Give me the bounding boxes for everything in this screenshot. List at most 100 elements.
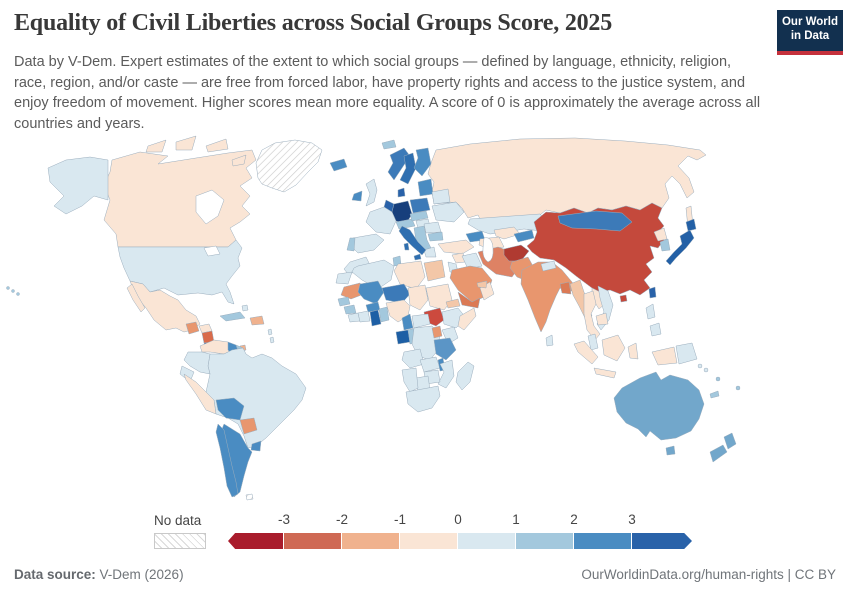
- country-czech-slovakia[interactable]: [409, 210, 429, 222]
- country-uae-qatar[interactable]: [476, 280, 488, 289]
- country-indonesia-sumatra[interactable]: [573, 340, 599, 365]
- country-hawaii[interactable]: [6, 286, 10, 290]
- country-paraguay[interactable]: [239, 417, 258, 435]
- country-mexico[interactable]: [129, 280, 201, 333]
- country-madagascar[interactable]: [455, 361, 475, 391]
- country-lesser-antilles[interactable]: [267, 328, 273, 336]
- country-baltics[interactable]: [417, 178, 434, 197]
- country-sicily[interactable]: [413, 253, 422, 261]
- legend-segment-2-3[interactable]: [574, 533, 631, 549]
- country-malaysia[interactable]: [587, 333, 599, 351]
- country-cambodia[interactable]: [595, 312, 609, 326]
- country-denmark[interactable]: [397, 187, 406, 198]
- country-india[interactable]: [520, 261, 577, 333]
- legend-segment-below-neg3[interactable]: [228, 533, 283, 549]
- country-sweden[interactable]: [399, 152, 417, 185]
- country-portugal[interactable]: [346, 237, 356, 252]
- country-mali[interactable]: [357, 280, 385, 305]
- country-south-korea[interactable]: [659, 238, 671, 252]
- country-romania[interactable]: [423, 221, 442, 234]
- country-yemen[interactable]: [457, 291, 481, 309]
- legend-segment-above-3[interactable]: [632, 533, 692, 549]
- country-cuba[interactable]: [219, 311, 246, 322]
- country-north-korea[interactable]: [653, 227, 668, 242]
- country-central-african-republic[interactable]: [411, 313, 431, 329]
- country-brazil[interactable]: [205, 347, 307, 449]
- country-canada-arctic[interactable]: [175, 135, 197, 151]
- country-sardinia[interactable]: [403, 242, 410, 251]
- country-france[interactable]: [365, 206, 397, 235]
- country-greece[interactable]: [423, 246, 437, 258]
- country-nepal[interactable]: [540, 260, 557, 272]
- country-senegal[interactable]: [337, 296, 351, 307]
- country-indonesia-papua[interactable]: [651, 346, 678, 366]
- country-taiwan[interactable]: [648, 286, 657, 299]
- country-alpine[interactable]: [395, 218, 416, 230]
- country-philippines-luzon[interactable]: [645, 303, 656, 320]
- country-uzbekistan[interactable]: [493, 226, 521, 240]
- country-lesser-antilles[interactable]: [269, 336, 275, 344]
- country-uruguay[interactable]: [250, 440, 262, 452]
- country-chile[interactable]: [215, 423, 239, 498]
- country-hainan[interactable]: [619, 294, 628, 303]
- country-tasmania[interactable]: [665, 445, 676, 456]
- country-bangladesh[interactable]: [559, 281, 572, 295]
- country-new-caledonia[interactable]: [709, 390, 720, 399]
- country-falklands[interactable]: [245, 493, 254, 501]
- legend-segment-neg1-0[interactable]: [400, 533, 457, 549]
- country-kyrgyzstan-tajikistan[interactable]: [513, 229, 535, 243]
- country-new-zealand-north[interactable]: [723, 432, 737, 450]
- country-peru[interactable]: [183, 373, 217, 415]
- country-hawaii[interactable]: [11, 289, 15, 293]
- country-turkey[interactable]: [437, 239, 475, 255]
- country-philippines-mindanao[interactable]: [649, 322, 662, 337]
- country-japan-hokkaido[interactable]: [685, 218, 697, 232]
- country-solomon-islands[interactable]: [703, 367, 709, 373]
- country-china[interactable]: [526, 202, 665, 296]
- legend-segment-0-1[interactable]: [458, 533, 515, 549]
- country-tanzania[interactable]: [433, 337, 457, 361]
- country-svalbard[interactable]: [381, 139, 397, 150]
- legend-segment-1-2[interactable]: [516, 533, 573, 549]
- country-hispaniola[interactable]: [249, 315, 265, 326]
- country-bahamas[interactable]: [241, 304, 249, 312]
- country-ivory-coast[interactable]: [357, 310, 371, 323]
- country-mozambique[interactable]: [437, 359, 455, 389]
- country-togo-benin[interactable]: [378, 306, 390, 323]
- country-niger[interactable]: [381, 283, 411, 304]
- country-chad[interactable]: [407, 284, 429, 311]
- country-colombia[interactable]: [183, 351, 211, 375]
- country-namibia[interactable]: [401, 367, 419, 393]
- country-fiji[interactable]: [735, 385, 741, 391]
- country-guatemala[interactable]: [185, 321, 200, 335]
- country-italy[interactable]: [398, 225, 427, 256]
- country-greenland[interactable]: [255, 139, 323, 193]
- country-sri-lanka[interactable]: [545, 334, 554, 347]
- country-iraq[interactable]: [461, 252, 483, 270]
- country-iceland[interactable]: [329, 158, 348, 172]
- country-bulgaria[interactable]: [427, 231, 444, 242]
- country-angola[interactable]: [401, 348, 425, 369]
- country-gabon[interactable]: [395, 329, 411, 345]
- country-poland[interactable]: [409, 197, 431, 214]
- country-spain[interactable]: [349, 233, 385, 254]
- country-indonesia-java[interactable]: [593, 367, 617, 379]
- country-thailand[interactable]: [583, 290, 601, 341]
- country-alaska[interactable]: [47, 156, 109, 215]
- country-canada-arctic[interactable]: [145, 139, 167, 153]
- country-australia[interactable]: [613, 371, 705, 441]
- legend-segment-neg2-neg1[interactable]: [342, 533, 399, 549]
- country-canada[interactable]: [103, 149, 257, 248]
- country-uganda[interactable]: [431, 325, 443, 339]
- country-japan[interactable]: [665, 229, 695, 266]
- country-guinea[interactable]: [343, 304, 357, 315]
- country-mongolia[interactable]: [557, 210, 633, 232]
- country-uk[interactable]: [365, 178, 378, 207]
- legend-segment-neg3-neg2[interactable]: [284, 533, 341, 549]
- country-indonesia-sulawesi[interactable]: [627, 342, 639, 360]
- country-finland[interactable]: [413, 147, 432, 177]
- country-somalia[interactable]: [457, 307, 477, 331]
- country-eritrea[interactable]: [445, 298, 461, 309]
- country-mauritania[interactable]: [340, 282, 365, 300]
- country-vanuatu[interactable]: [715, 376, 721, 382]
